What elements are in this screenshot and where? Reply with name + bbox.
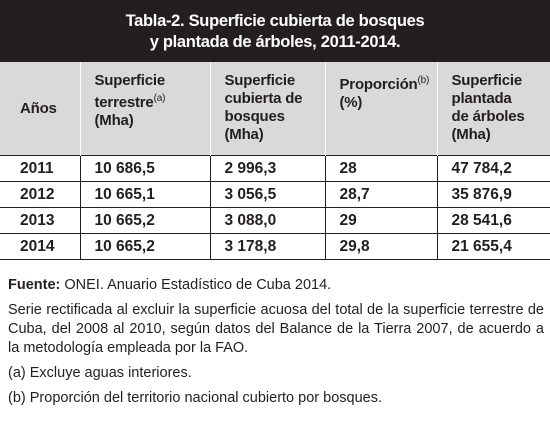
header-cell: Superficie plantada de árboles (Mha) [436, 62, 550, 156]
table-cell: 3 056,5 [209, 181, 325, 208]
table-cell: 2 996,3 [209, 155, 325, 182]
header-text: Proporción [339, 76, 418, 93]
header-row: Años Superficie terrestre(a) (Mha) Superfici… [0, 62, 550, 156]
header-text: Superficie [224, 72, 296, 89]
header-text: de árboles [451, 108, 525, 125]
header-unit: (Mha) [224, 126, 264, 143]
table-cell: 10 665,2 [79, 207, 210, 234]
header-unit: (%) [339, 94, 363, 111]
table-cell: 3 088,0 [209, 207, 325, 234]
table-body: 2011 10 686,5 2 996,3 28 47 784,2 2012 10 665,… [0, 155, 550, 260]
table-cell: 10 665,2 [79, 233, 210, 260]
header-cell: Proporción(b) (%) [324, 62, 437, 156]
table-cell: 29 [324, 207, 437, 234]
header-text: Superficie [451, 72, 523, 89]
header-text: terrestre [94, 94, 154, 111]
footnote: (b) Proporción del territorio nacional c… [8, 390, 382, 406]
header-unit: (Mha) [94, 112, 134, 129]
table-cell: 29,8 [324, 233, 437, 260]
header-text: Años [20, 99, 57, 117]
header-line: Superficie [452, 72, 550, 90]
footer: Fuente: ONEI. Anuario Estadístico de Cub… [0, 260, 550, 408]
header-cell: Años [0, 62, 80, 156]
header-line: Proporción(b) [340, 72, 437, 94]
table-title: Tabla-2. Superficie cubierta de bosques … [0, 0, 550, 62]
header-text: bosques [224, 108, 285, 125]
header-cell: Superficie terrestre(a) (Mha) [79, 62, 210, 156]
table-cell: 35 876,9 [436, 181, 550, 208]
footnote: (a) Excluye aguas interiores. [8, 365, 192, 381]
table-cell: 3 178,8 [209, 233, 325, 260]
header-line: bosques [225, 108, 325, 126]
source: Fuente: ONEI. Anuario Estadístico de Cub… [8, 276, 544, 295]
header-line: de árboles [452, 108, 550, 126]
table-cell: 21 655,4 [436, 233, 550, 260]
header-text: plantada [451, 90, 512, 107]
table-cell: 2012 [0, 181, 80, 208]
table-row: 2012 10 665,1 3 056,5 28,7 35 876,9 [0, 181, 550, 208]
header-line: Superficie [95, 72, 210, 90]
table-row: 2013 10 665,2 3 088,0 29 28 541,6 [0, 207, 550, 234]
source-text: ONEI. Anuario Estadístico de Cuba 2014. [64, 277, 332, 293]
table-cell: 10 686,5 [79, 155, 210, 182]
header-text: Superficie [94, 72, 166, 89]
table-cell: 28 [324, 155, 437, 182]
table-row: 2014 10 665,2 3 178,8 29,8 21 655,4 [0, 233, 550, 260]
table-cell: 10 665,1 [79, 181, 210, 208]
header-text: cubierta de [224, 90, 303, 107]
table-cell: 2011 [0, 155, 80, 182]
header-line: Superficie [225, 72, 325, 90]
table-cell: 2013 [0, 207, 80, 234]
header-line: terrestre(a) [95, 90, 210, 112]
header-cell: Superficie cubierta de bosques (Mha) [209, 62, 325, 156]
table-cell: 28 541,6 [436, 207, 550, 234]
table: Años Superficie terrestre(a) (Mha) Superfici… [0, 62, 550, 260]
header-sup: (b) [417, 75, 430, 86]
header-line: Años [20, 100, 80, 118]
header-sup: (a) [153, 93, 166, 104]
table-row: 2011 10 686,5 2 996,3 28 47 784,2 [0, 155, 550, 182]
header-line: plantada [452, 90, 550, 108]
table-cell: 28,7 [324, 181, 437, 208]
title-line: y plantada de árboles, 2011-2014. [149, 33, 401, 51]
title-line: Tabla-2. Superficie cubierta de bosques [125, 12, 425, 30]
note: Serie rectificada al excluir la superfic… [8, 302, 544, 356]
table-cell: 2014 [0, 233, 80, 260]
header-unit: (Mha) [451, 126, 491, 143]
source-label: Fuente: [8, 277, 61, 293]
table-cell: 47 784,2 [436, 155, 550, 182]
header-line: cubierta de [225, 90, 325, 108]
